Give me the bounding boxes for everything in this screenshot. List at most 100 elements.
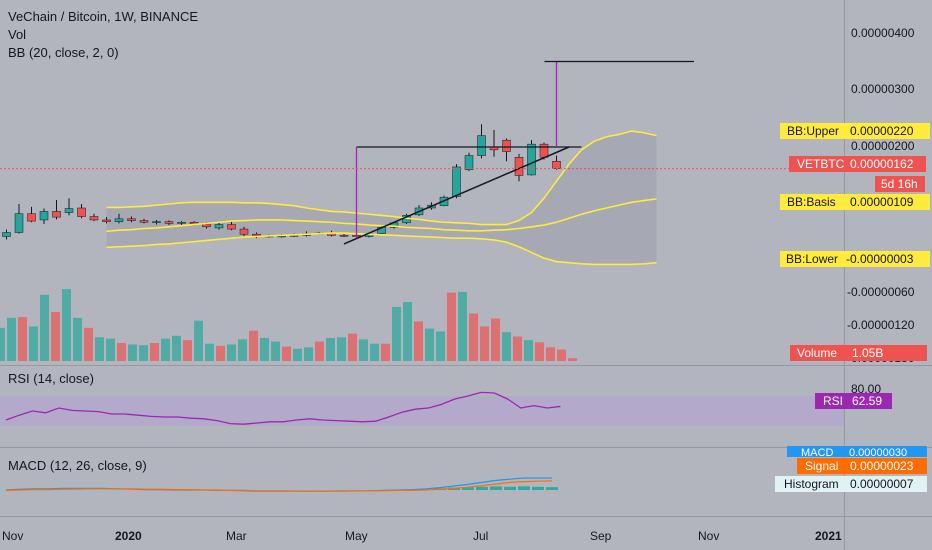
macd-histogram-bar [336, 489, 348, 491]
volume-bar [150, 343, 159, 361]
time-tick: Mar [226, 529, 247, 543]
volume-bar [359, 339, 368, 361]
price-tick: 0.00000300 [851, 82, 915, 96]
macd-histogram-bar [154, 490, 166, 491]
time-tick: Sep [590, 529, 612, 543]
bb-upper-badge [780, 123, 930, 139]
volume-bar [348, 333, 357, 361]
macd-histogram-bar [322, 490, 334, 491]
bb-basis-badge [780, 194, 930, 210]
candle-body [39, 211, 49, 221]
candle-body [14, 213, 24, 233]
macd-histogram-bar [518, 486, 530, 490]
candle-body [114, 218, 124, 222]
volume-bar [95, 337, 104, 361]
bb-basis-value: 0.00000109 [850, 195, 914, 209]
candle-body [502, 139, 511, 152]
volume-bar [557, 349, 566, 361]
macd-histogram-bar [294, 490, 306, 491]
volume-badge-value: 1.05B [852, 346, 883, 360]
candle-body [152, 221, 161, 223]
volume-bar [205, 343, 214, 361]
volume-bar [546, 347, 555, 361]
volume-bar [73, 317, 82, 361]
candle-body [177, 221, 186, 224]
macd-histogram-bar [84, 489, 96, 491]
candle-body [102, 219, 111, 222]
drawing-tools[interactable] [343, 60, 694, 245]
candle-body [77, 207, 86, 217]
macd-histogram-bar [532, 486, 544, 490]
volume-bar [62, 289, 71, 361]
volume-bar [139, 345, 148, 361]
volume-bar [260, 337, 269, 361]
candle-body [527, 143, 536, 176]
macd-histogram-bar [308, 490, 320, 491]
countdown-badge [875, 176, 925, 192]
macd-histogram-bar [98, 489, 110, 491]
macd-badge [787, 446, 927, 457]
price-tick: -0.00000120 [847, 318, 915, 332]
bb-basis-name: BB:Basis [787, 195, 836, 209]
macd-histogram-bar [476, 486, 488, 490]
volume-bar [458, 291, 467, 361]
candle-body [239, 228, 249, 235]
volume-bar [502, 332, 511, 361]
macd-histogram-bar [462, 487, 474, 490]
volume-bar [381, 343, 390, 361]
bollinger-legend: BB (20, close, 2, 0) [8, 45, 119, 60]
candle-body [89, 216, 99, 221]
volume-bar [337, 337, 346, 361]
volume-bar [106, 338, 115, 361]
signal-line [5, 480, 553, 492]
support-trendline [343, 146, 570, 245]
bb-upper-value: 0.00000220 [850, 124, 914, 138]
candle-body [464, 155, 474, 171]
bollinger-bands [106, 130, 657, 266]
volume-bar [370, 343, 379, 361]
volume-bar [392, 307, 401, 361]
histogram-badge [775, 476, 927, 492]
volume-bar [51, 312, 60, 361]
candle-body [227, 224, 236, 230]
volume-badge [790, 345, 927, 361]
rsi-band [0, 396, 844, 426]
candle-body [552, 161, 561, 169]
bollinger-basis-line [106, 198, 657, 233]
price-tick: -0.00000060 [847, 285, 915, 299]
volume-bar [29, 326, 38, 361]
candle-body [477, 135, 486, 156]
rsi-badge [815, 393, 892, 409]
candle-body [64, 208, 74, 213]
volume-bar [403, 301, 412, 361]
volume-bar [568, 358, 577, 361]
volume-bar [282, 346, 291, 361]
candle-body [514, 157, 524, 176]
volume-bars [0, 289, 577, 361]
candle-body [164, 221, 174, 224]
candle-body [52, 211, 61, 218]
macd-histogram-bar [140, 490, 152, 491]
candle-body [2, 232, 11, 237]
macd-histogram-bar [112, 490, 124, 491]
volume-badge-name: Volume [797, 346, 837, 360]
volume-bar [469, 313, 478, 361]
volume-bar [480, 326, 489, 361]
rsi-legend: RSI (14, close) [8, 371, 94, 386]
volume-bar [524, 340, 533, 361]
volume-bar [18, 317, 27, 361]
macd-badge-name: MACD [801, 447, 833, 459]
time-tick: 2021 [815, 529, 842, 543]
volume-bar [40, 294, 49, 361]
chart-title: VeChain / Bitcoin, 1W, BINANCE [8, 9, 198, 24]
last-price-badge [789, 156, 926, 172]
bb-lower-name: BB:Lower [786, 252, 838, 266]
volume-bar [194, 320, 203, 361]
rsi-badge-name: RSI [823, 394, 843, 408]
volume-bar [293, 348, 302, 361]
volume-bar [0, 327, 5, 361]
bb-lower-value: -0.00000003 [846, 252, 914, 266]
volume-bar [183, 340, 192, 361]
